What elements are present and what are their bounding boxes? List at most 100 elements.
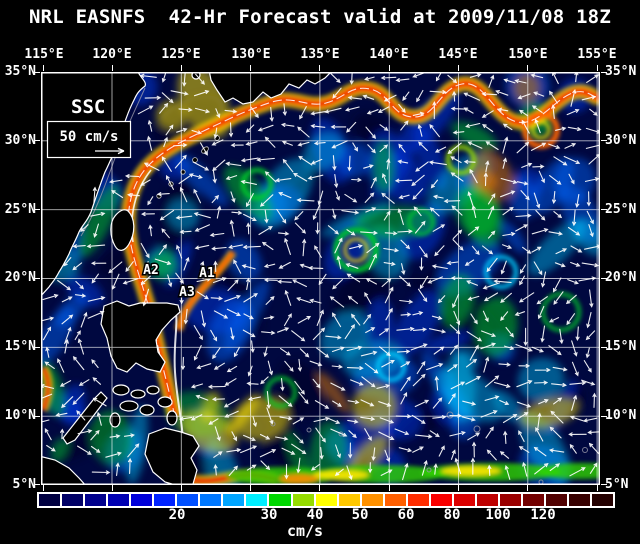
colorbar-unit-label: cm/s — [286, 522, 324, 540]
page-title: NRL EASNFS 42-Hr Forecast valid at 2009/… — [29, 6, 611, 28]
latitude-label-left: 20°N — [4, 270, 36, 285]
latitude-label-left: 25°N — [4, 202, 36, 217]
latitude-label-right: 25°N — [605, 202, 637, 217]
latitude-label-right: 5°N — [605, 477, 629, 492]
tick-mark — [250, 65, 252, 71]
ocean-blob — [454, 184, 499, 238]
tick-mark — [111, 65, 113, 71]
tick-mark — [180, 485, 182, 491]
colorbar-segment — [85, 494, 107, 506]
land-palawan — [62, 391, 108, 445]
longitude-label: 155°E — [577, 47, 617, 62]
colorbar-tick-label: 100 — [485, 507, 511, 523]
latitude-label-left: 10°N — [4, 408, 36, 423]
land-island — [130, 389, 146, 399]
latitude-label-right: 20°N — [605, 270, 637, 285]
colorbar-segment — [39, 494, 61, 506]
colorbar-segment — [292, 494, 314, 506]
longitude-label: 150°E — [508, 47, 548, 62]
colorbar-segment — [569, 494, 591, 506]
colorbar-segment — [246, 494, 268, 506]
colorbar-segment — [338, 494, 360, 506]
colorbar-tick-label: 20 — [168, 507, 186, 523]
ocean-blob — [508, 175, 538, 220]
tick-mark — [388, 65, 390, 71]
tick-mark — [596, 65, 598, 71]
colorbar-segment — [453, 494, 475, 506]
reference-vector-box: 50 cm/s — [46, 120, 132, 159]
latitude-label-left: 30°N — [4, 133, 36, 148]
land-island — [146, 385, 160, 395]
latitude-label-left: 35°N — [4, 64, 36, 79]
colorbar-segment — [546, 494, 568, 506]
colorbar-tick-label: 60 — [397, 507, 415, 523]
longitude-label: 145°E — [438, 47, 478, 62]
latitude-label-left: 5°N — [12, 477, 36, 492]
ocean-blob — [451, 121, 498, 151]
colorbar-segment — [476, 494, 498, 506]
reference-vector-label: 50 cm/s — [59, 129, 118, 145]
ocean-blob — [166, 198, 199, 231]
longitude-label: 130°E — [231, 47, 271, 62]
colorbar-tick-label: 30 — [260, 507, 278, 523]
ocean-blob — [226, 393, 260, 435]
current-vector-arrows — [41, 72, 600, 481]
ocean-blob — [520, 397, 579, 429]
colorbar-tick-label: 120 — [530, 507, 556, 523]
colorbar — [37, 492, 615, 508]
ocean-blob — [173, 151, 229, 207]
colorbar-segment — [200, 494, 222, 506]
reference-arrow-icon — [95, 147, 125, 155]
ocean-blob — [512, 72, 541, 104]
longitude-label: 115°E — [24, 47, 64, 62]
colorbar-segment — [592, 494, 614, 506]
annotation-a3: A3 — [179, 285, 195, 300]
ocean-blob — [50, 437, 69, 463]
colorbar-segment — [62, 494, 84, 506]
ocean-blob — [336, 142, 372, 178]
land-island — [166, 410, 178, 426]
latitude-label-right: 30°N — [605, 133, 637, 148]
ocean-blob — [434, 367, 504, 423]
tick-mark — [319, 65, 321, 71]
latitude-label-right: 35°N — [605, 64, 637, 79]
latitude-label-right: 15°N — [605, 339, 637, 354]
longitude-label: 135°E — [300, 47, 340, 62]
colorbar-segment — [499, 494, 521, 506]
longitude-label: 125°E — [161, 47, 201, 62]
land-japan — [208, 72, 332, 105]
ocean-blob — [354, 206, 437, 238]
land-island — [157, 396, 173, 408]
longitude-label: 120°E — [92, 47, 132, 62]
ocean-blob — [439, 273, 474, 328]
tick-mark — [458, 485, 459, 491]
latitude-label-right: 10°N — [605, 408, 637, 423]
ocean-blob — [517, 357, 565, 403]
ocean-blob — [309, 420, 348, 481]
ocean-blob — [317, 371, 351, 414]
colorbar-segment — [315, 494, 337, 506]
tick-mark — [43, 65, 45, 71]
colorbar-segment — [177, 494, 199, 506]
tick-mark — [527, 65, 529, 71]
colorbar-segment — [384, 494, 406, 506]
latitude-label-left: 15°N — [4, 339, 36, 354]
map-border — [41, 72, 600, 485]
ocean-blob — [527, 220, 585, 276]
land-island — [139, 404, 155, 416]
colorbar-segment — [154, 494, 176, 506]
annotation-a1: A1 — [199, 266, 215, 281]
tick-mark — [458, 65, 459, 71]
colorbar-tick-label: 80 — [443, 507, 461, 523]
colorbar-tick-label: 50 — [351, 507, 369, 523]
forecast-map: SSC 50 cm/s A1 A2 A3 — [41, 72, 600, 485]
land-island — [109, 412, 121, 428]
tick-mark — [527, 485, 529, 491]
land-borneo — [41, 455, 87, 485]
tick-mark — [111, 485, 113, 491]
colorbar-segment — [407, 494, 429, 506]
colorbar-segment — [522, 494, 545, 506]
tick-mark — [388, 485, 390, 491]
land-taiwan — [110, 209, 135, 251]
colorbar-segment — [108, 494, 130, 506]
